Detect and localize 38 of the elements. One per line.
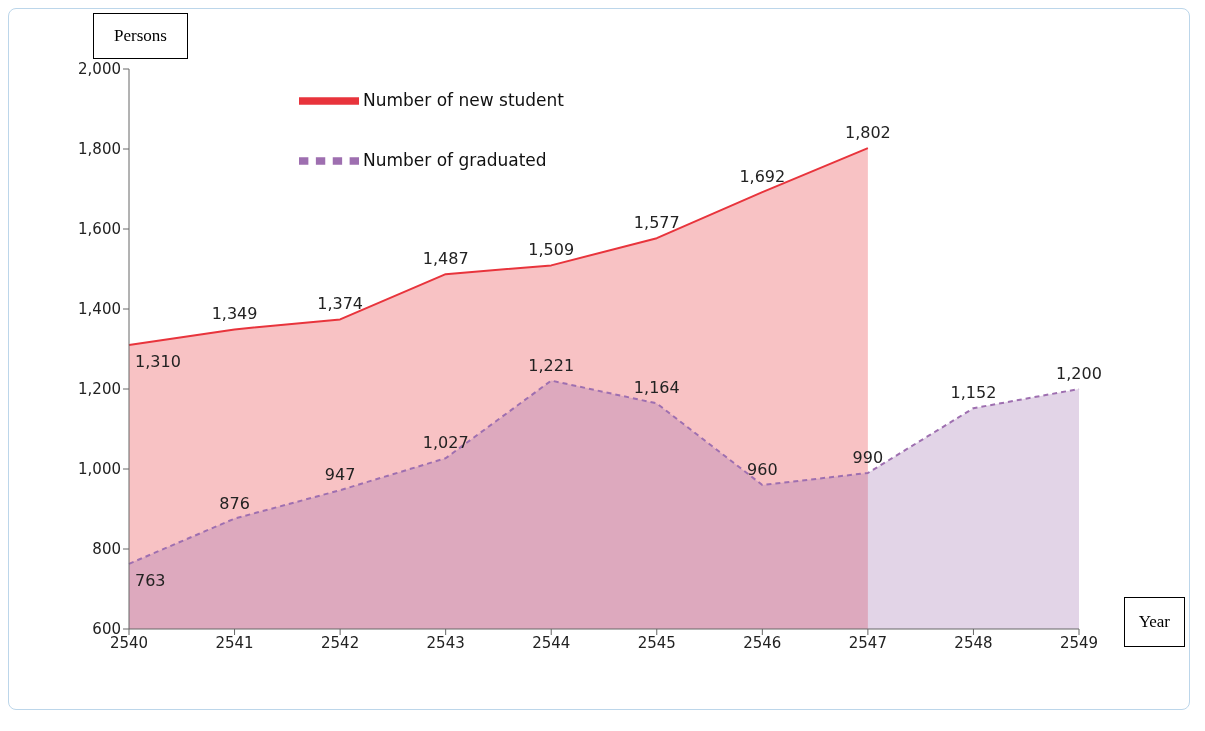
data-label: 1,200 [1056, 364, 1102, 383]
x-tick-label: 2548 [954, 633, 993, 652]
x-tick-label: 2542 [321, 633, 360, 652]
data-label: 1,164 [633, 378, 680, 398]
y-tick-label: 800 [92, 540, 121, 559]
data-label: 1,509 [528, 240, 575, 260]
data-label: 1,152 [950, 383, 997, 403]
data-label: 1,802 [844, 123, 891, 143]
x-tick-label: 2547 [848, 633, 887, 652]
y-tick-label: 2,000 [78, 60, 121, 79]
x-tick-label: 2549 [1059, 633, 1099, 652]
data-label: 1,221 [528, 355, 575, 375]
x-tick-label: 2541 [215, 633, 254, 652]
data-label: 990 [852, 448, 884, 467]
data-label: 1,692 [739, 167, 786, 187]
y-axis-title: Persons [93, 13, 188, 59]
data-label: 1,577 [633, 213, 680, 233]
y-tick-label: 1,000 [78, 460, 121, 479]
y-tick-label: 1,400 [78, 300, 121, 319]
data-label: 1,310 [135, 352, 181, 371]
legend-label: Number of graduated [363, 149, 547, 170]
x-axis-title: Year [1123, 597, 1185, 647]
legend-label: Number of new student [363, 89, 565, 110]
data-label: 1,027 [422, 433, 469, 453]
data-label: 763 [135, 570, 166, 590]
y-tick-label: 1,200 [78, 380, 121, 399]
y-tick-label: 1,600 [78, 220, 121, 239]
data-label: 1,487 [422, 249, 469, 269]
data-label: 960 [747, 460, 778, 479]
x-tick-label: 2543 [426, 633, 465, 652]
data-label: 1,374 [317, 294, 364, 314]
data-label: 1,349 [211, 304, 258, 324]
data-label: 876 [219, 493, 250, 513]
data-label: 947 [324, 465, 356, 485]
x-tick-label: 2545 [637, 633, 676, 652]
x-tick-label: 2546 [743, 633, 782, 652]
y-tick-label: 1,800 [78, 140, 121, 159]
x-tick-label: 2544 [532, 633, 571, 652]
